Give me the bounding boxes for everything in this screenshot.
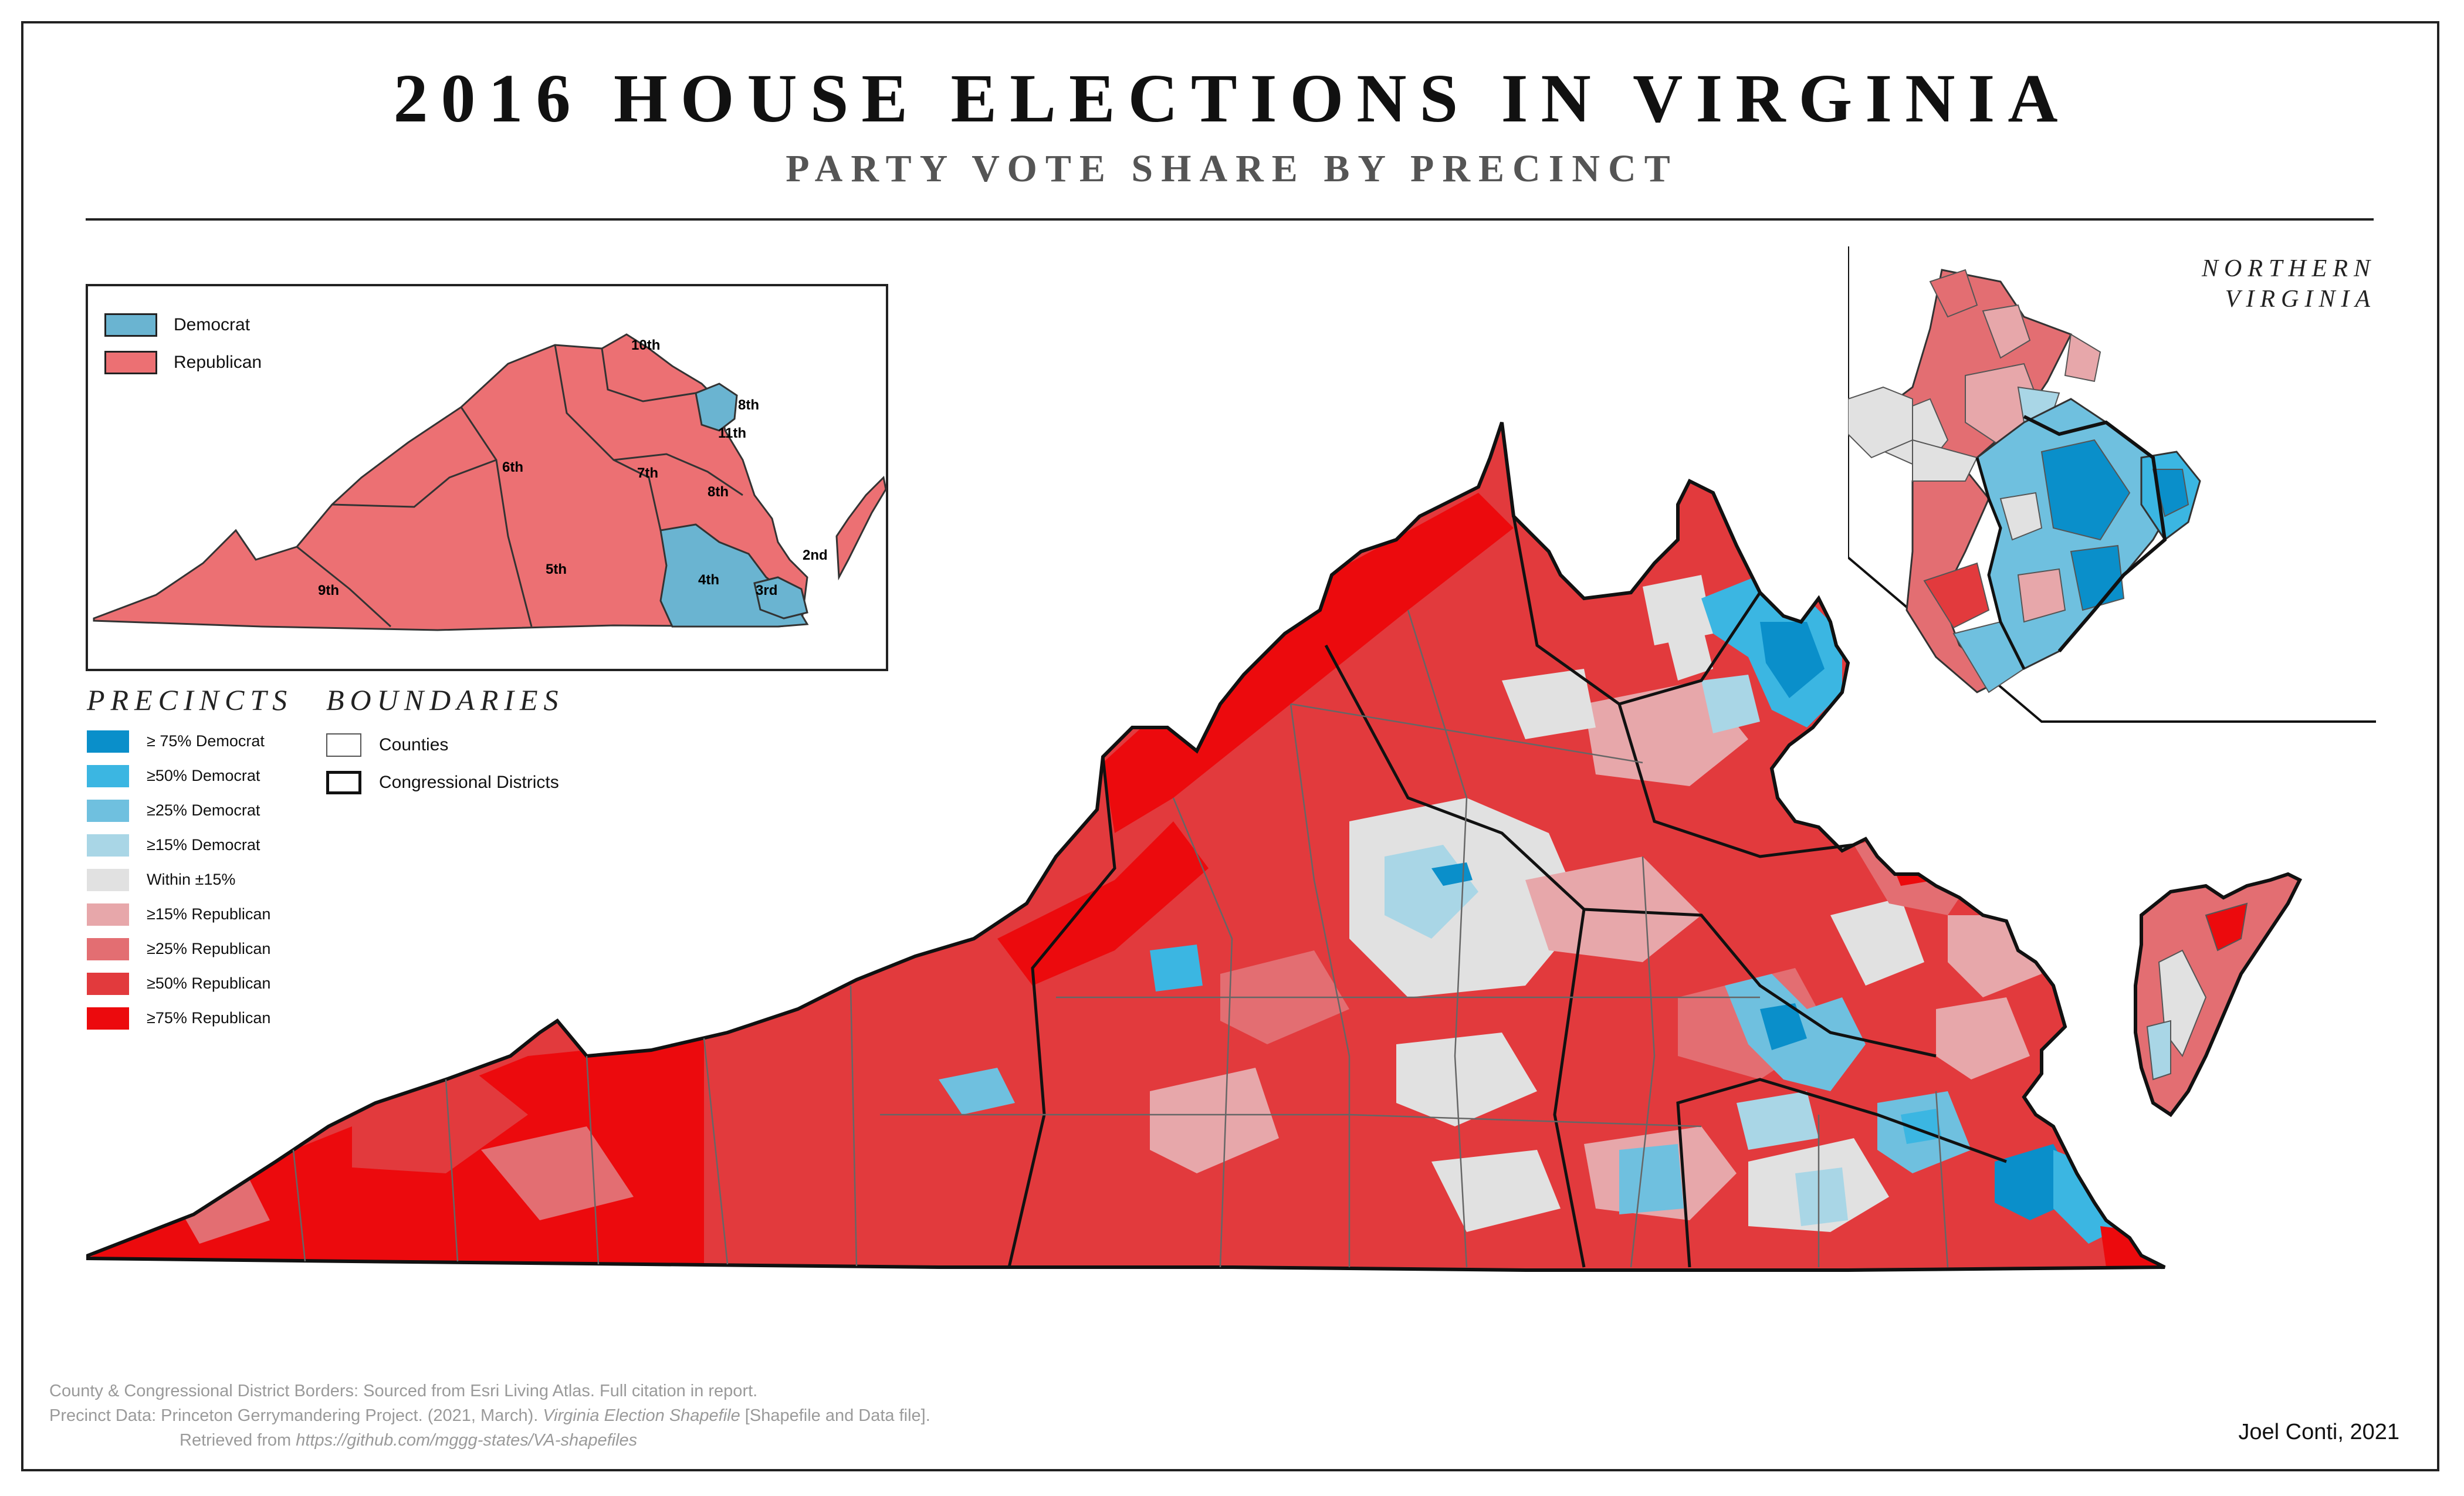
inset-legend-republican: Republican: [104, 344, 262, 381]
precinct-legend: ≥ 75% Democrat ≥50% Democrat ≥25% Democr…: [87, 724, 270, 1035]
citation-line1: County & Congressional District Borders:…: [49, 1382, 758, 1400]
legend-item: ≥25% Republican: [87, 932, 270, 966]
inset-label-11th: 11th: [718, 425, 746, 441]
inset-district-8-11-democrat: [695, 383, 738, 432]
citation-line3-prefix: Retrieved from: [180, 1431, 296, 1450]
legend-swatch: [87, 834, 129, 857]
precincts-heading: PRECINCTS: [87, 683, 293, 716]
legend-swatch: [87, 799, 129, 822]
district-boundary-swatch: [326, 771, 361, 794]
inset-legend-democrat: Democrat: [104, 306, 262, 344]
inset-label-10th: 10th: [631, 337, 660, 353]
legend-swatch: [87, 764, 129, 787]
inset-label-2nd: 2nd: [803, 547, 828, 563]
map-subtitle: PARTY VOTE SHARE BY PRECINCT: [786, 147, 1678, 190]
legend-label: ≥15% Republican: [147, 905, 271, 923]
inset-label-8th: 8th: [708, 484, 729, 500]
county-boundary-swatch: [326, 733, 361, 757]
citation-line2: Precinct Data: Princeton Gerrymandering …: [49, 1403, 930, 1428]
republican-swatch: [104, 351, 157, 374]
legend-swatch: [87, 1007, 129, 1030]
data-citation: County & Congressional District Borders:…: [49, 1379, 930, 1453]
legend-label: ≥ 75% Democrat: [147, 732, 265, 750]
inset-label-9th: 9th: [318, 583, 339, 598]
legend-swatch: [87, 937, 129, 960]
inset-label-6th: 6th: [502, 459, 523, 475]
nova-label-line1: NORTHERN: [2201, 255, 2376, 282]
legend-swatch: [87, 868, 129, 891]
boundary-label: Counties: [379, 735, 449, 754]
boundaries-legend: Counties Congressional Districts: [326, 726, 559, 801]
boundary-item-districts: Congressional Districts: [326, 764, 559, 801]
inset-label-7th: 7th: [637, 465, 658, 481]
inset-eastern-shore: [835, 475, 887, 581]
boundary-label: Congressional Districts: [379, 773, 559, 792]
legend-swatch: [87, 972, 129, 995]
inset-legend-republican-label: Republican: [174, 353, 262, 372]
citation-line3: Retrieved from https://github.com/mggg-s…: [49, 1428, 930, 1453]
democrat-swatch: [104, 313, 157, 337]
inset-district-3-democrat: [753, 576, 808, 620]
citation-url: https://github.com/mggg-states/VA-shapef…: [296, 1431, 638, 1450]
district-inset-map: 10th 8th 11th 6th 7th 8th 9th 5th 4th 3r…: [93, 333, 887, 631]
legend-label: ≥50% Republican: [147, 974, 271, 992]
legend-item: ≥75% Republican: [87, 1001, 270, 1035]
citation-line2-suffix: [Shapefile and Data file].: [740, 1406, 930, 1425]
inset-legend-democrat-label: Democrat: [174, 315, 251, 334]
legend-item: ≥50% Democrat: [87, 759, 270, 793]
legend-swatch: [87, 730, 129, 753]
legend-item: ≥25% Democrat: [87, 793, 270, 828]
legend-label: ≥25% Republican: [147, 940, 271, 957]
boundary-item-counties: Counties: [326, 726, 559, 764]
nova-label-line2: VIRGINIA: [2225, 286, 2376, 313]
legend-label: ≥75% Republican: [147, 1009, 271, 1027]
legend-swatch: [87, 903, 129, 926]
boundaries-heading: BOUNDARIES: [326, 683, 564, 716]
citation-line2-prefix: Precinct Data: Princeton Gerrymandering …: [49, 1406, 543, 1425]
legend-item: Within ±15%: [87, 862, 270, 897]
eastern-shore: [2134, 872, 2303, 1118]
district-inset-box: [86, 284, 888, 671]
legend-item: ≥ 75% Democrat: [87, 724, 270, 759]
legend-label: ≥50% Democrat: [147, 767, 260, 784]
inset-label-3rd: 3rd: [756, 583, 777, 598]
title-rule: [86, 218, 2374, 221]
legend-item: ≥50% Republican: [87, 966, 270, 1001]
legend-item: ≥15% Republican: [87, 897, 270, 932]
inset-label-4th: 4th: [698, 572, 719, 588]
legend-label: ≥25% Democrat: [147, 801, 260, 819]
legend-label: ≥15% Democrat: [147, 836, 260, 854]
inset-legend: Democrat Republican: [104, 306, 262, 381]
northern-virginia-inset: [1848, 246, 2376, 723]
map-title: 2016 HOUSE ELECTIONS IN VIRGINIA: [393, 60, 2071, 137]
inset-label-5th: 5th: [546, 561, 567, 577]
legend-item: ≥15% Democrat: [87, 828, 270, 862]
map-frame: [21, 21, 2439, 1471]
northern-virginia-label: NORTHERN VIRGINIA: [2202, 253, 2376, 314]
citation-line2-title: Virginia Election Shapefile: [543, 1406, 740, 1425]
legend-label: Within ±15%: [147, 871, 236, 888]
inset-label-8th-north: 8th: [738, 397, 759, 413]
author-credit: Joel Conti, 2021: [2238, 1420, 2399, 1444]
